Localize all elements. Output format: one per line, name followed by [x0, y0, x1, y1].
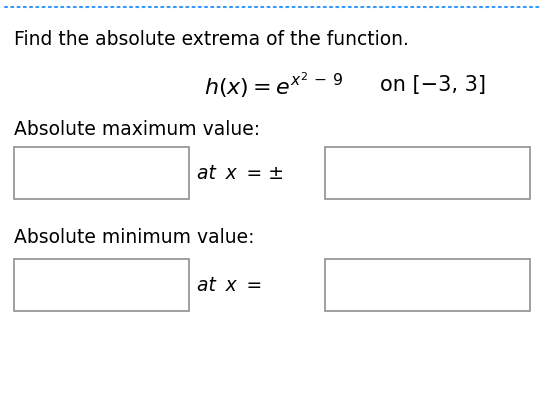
- Text: at  x  =: at x =: [197, 276, 262, 295]
- Text: $h(x) = e^{x^2\mathregular{\,-\,9}}$: $h(x) = e^{x^2\mathregular{\,-\,9}}$: [204, 70, 342, 99]
- Text: Absolute minimum value:: Absolute minimum value:: [14, 227, 254, 246]
- Text: on [−3, 3]: on [−3, 3]: [380, 75, 486, 95]
- Text: at  x  = ±: at x = ±: [197, 164, 284, 183]
- Text: Absolute maximum value:: Absolute maximum value:: [14, 120, 260, 139]
- Bar: [14, 259, 189, 311]
- Bar: [325, 259, 530, 311]
- Bar: [14, 148, 189, 200]
- Bar: [325, 148, 530, 200]
- Text: Find the absolute extrema of the function.: Find the absolute extrema of the functio…: [14, 30, 409, 49]
